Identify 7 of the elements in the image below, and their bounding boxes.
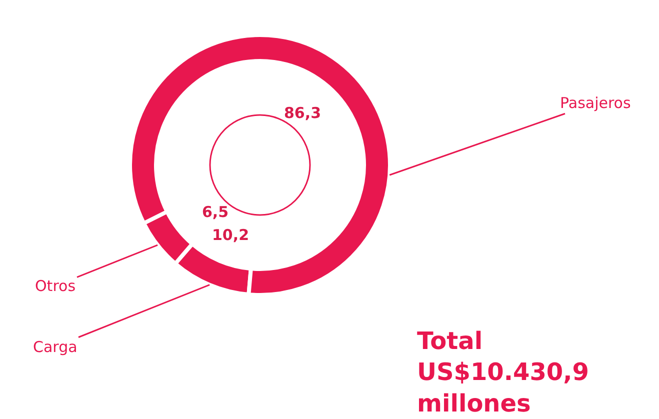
data-label: 6,5 [202,203,229,221]
slice-label: Carga [33,338,78,356]
data-label: 86,3 [284,104,322,122]
slice-label: Otros [35,277,76,295]
data-label: 10,2 [212,226,250,244]
text: Total US$10.430,9 millones [417,327,589,418]
slice-label: Pasajeros [560,94,631,112]
